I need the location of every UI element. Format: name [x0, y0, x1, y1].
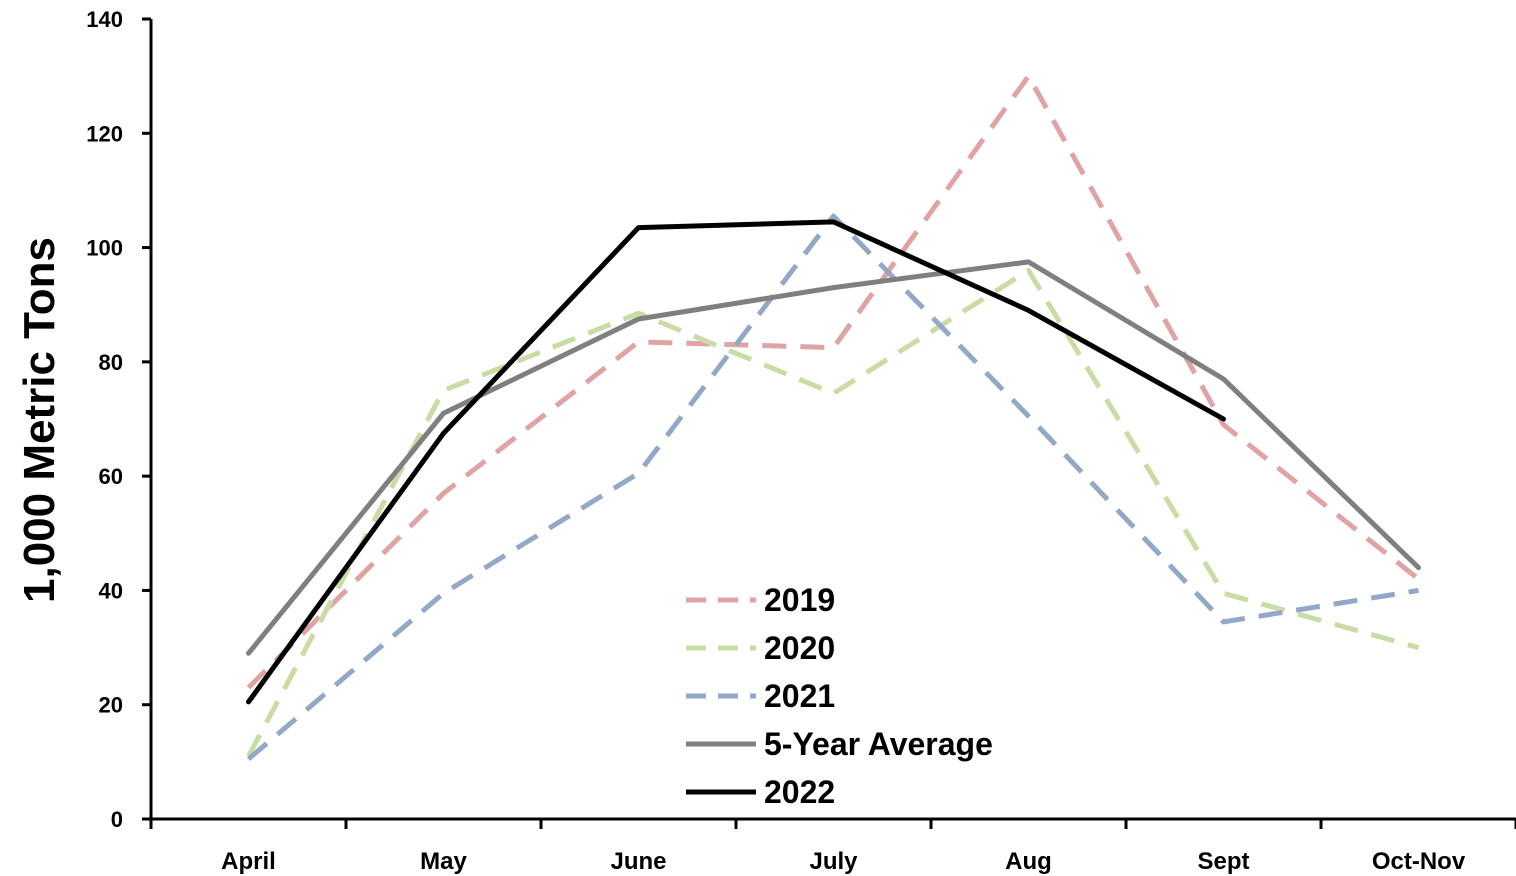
x-tick-label: June	[610, 848, 666, 875]
x-tick-label: Oct-Nov	[1372, 848, 1466, 875]
series-layer	[246, 73, 1421, 761]
legend-label: 2020	[764, 630, 835, 666]
y-tick-label: 80	[99, 350, 123, 375]
legend: 2019 2020 2021 5-Year Average 2022	[686, 582, 993, 810]
legend-label: 2021	[764, 678, 835, 714]
x-tick-label: May	[420, 848, 467, 875]
y-tick-label: 140	[86, 7, 123, 32]
x-tick-label: July	[809, 848, 858, 875]
axes: 0 20 40 60 80 100 120 140 April May June July Aug Sep…	[86, 7, 1516, 875]
x-tick-label: April	[221, 848, 276, 875]
y-tick-label: 100	[86, 236, 123, 261]
series-line	[246, 213, 1419, 761]
y-tick-label: 120	[86, 121, 123, 146]
x-tick-label: Aug	[1005, 848, 1052, 875]
y-axis-title-group: 1,000 Metric Tons	[15, 237, 64, 603]
y-tick-label: 20	[99, 693, 123, 718]
series-line	[246, 73, 1421, 690]
y-tick-label: 60	[99, 464, 123, 489]
legend-label: 2022	[764, 774, 835, 810]
x-tick-label: Sept	[1197, 848, 1249, 875]
y-axis-title: 1,000 Metric Tons	[15, 237, 64, 603]
legend-label: 5-Year Average	[764, 726, 993, 762]
legend-label: 2019	[764, 582, 835, 618]
y-tick-label: 40	[99, 578, 123, 603]
series-line	[246, 219, 1226, 705]
y-tick-label: 0	[111, 807, 123, 832]
series-line	[246, 259, 1421, 656]
